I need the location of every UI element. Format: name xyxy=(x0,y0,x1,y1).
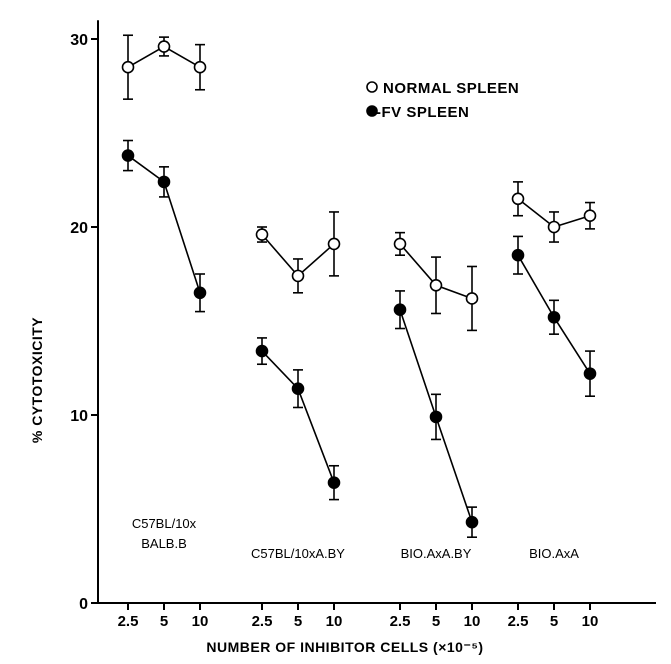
plot-marks xyxy=(121,34,597,539)
data-point-fv-spleen xyxy=(393,303,407,317)
x-tick-label: 10 xyxy=(582,613,599,630)
legend-marker-fv-spleen xyxy=(366,105,378,117)
data-point-fv-spleen xyxy=(583,367,597,380)
data-point-fv-spleen xyxy=(511,248,525,262)
y-tick-label: 20 xyxy=(70,220,88,237)
x-tick-label: 10 xyxy=(192,613,209,630)
group-label: C57BL/10x xyxy=(132,516,197,531)
data-point-fv-spleen xyxy=(255,344,269,358)
data-point-normal-spleen xyxy=(429,278,443,292)
x-tick-label: 2.5 xyxy=(118,613,139,630)
data-point-normal-spleen xyxy=(157,40,171,53)
data-point-fv-spleen xyxy=(121,149,135,162)
x-tick-label: 10 xyxy=(464,613,481,630)
axes: 0 10 20 30 2.5 5 10 C57BL/10x BALB.B 2.5 5 10 C57BL/… xyxy=(70,20,656,630)
legend-marker-normal-spleen xyxy=(366,81,378,93)
legend-label-normal-spleen: NORMAL SPLEEN xyxy=(383,80,519,97)
data-point-fv-spleen xyxy=(327,476,341,489)
y-tick-label: 0 xyxy=(79,596,88,613)
x-axis-title: NUMBER OF INHIBITOR CELLS (×10⁻⁵) xyxy=(206,639,483,655)
group-label: C57BL/10xA.BY xyxy=(251,546,345,561)
data-point-normal-spleen xyxy=(393,237,407,251)
data-point-fv-spleen xyxy=(429,410,443,424)
x-tick-label: 2.5 xyxy=(252,613,273,630)
group-label: BIO.AxA.BY xyxy=(401,546,472,561)
x-tick-label: 5 xyxy=(160,613,168,630)
legend-label-fv-spleen: -FV SPLEEN xyxy=(376,104,469,121)
data-point-fv-spleen xyxy=(547,310,561,324)
data-point-normal-spleen xyxy=(547,220,561,234)
data-point-normal-spleen xyxy=(327,237,341,251)
data-point-normal-spleen xyxy=(291,269,305,283)
data-point-normal-spleen xyxy=(583,209,597,223)
data-point-normal-spleen xyxy=(255,228,269,241)
group-label: BALB.B xyxy=(141,536,187,551)
data-point-normal-spleen xyxy=(465,292,479,305)
data-point-fv-spleen xyxy=(193,286,207,300)
data-point-fv-spleen xyxy=(291,382,305,395)
y-tick-label: 10 xyxy=(70,408,88,425)
x-tick-label: 2.5 xyxy=(390,613,411,630)
y-tick-label: 30 xyxy=(70,32,88,49)
data-point-fv-spleen xyxy=(157,175,171,189)
data-point-normal-spleen xyxy=(121,60,135,74)
x-tick-label: 5 xyxy=(550,613,558,630)
group-label: BIO.AxA xyxy=(529,546,579,561)
data-point-normal-spleen xyxy=(193,60,207,74)
x-tick-label: 10 xyxy=(326,613,343,630)
data-point-normal-spleen xyxy=(511,192,525,206)
data-point-fv-spleen xyxy=(465,515,479,529)
legend: NORMAL SPLEEN -FV SPLEEN xyxy=(366,80,519,121)
x-tick-label: 5 xyxy=(432,613,440,630)
y-axis-title: % CYTOTOXICITY xyxy=(29,317,45,443)
x-tick-label: 2.5 xyxy=(508,613,529,630)
x-tick-label: 5 xyxy=(294,613,302,630)
